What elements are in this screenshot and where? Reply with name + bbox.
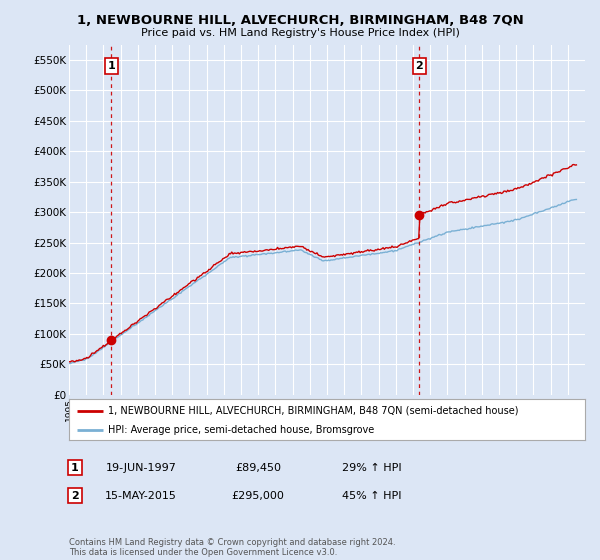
Text: 2: 2 xyxy=(415,61,423,71)
Text: 19-JUN-1997: 19-JUN-1997 xyxy=(106,463,176,473)
Text: HPI: Average price, semi-detached house, Bromsgrove: HPI: Average price, semi-detached house,… xyxy=(108,424,374,435)
Text: 15-MAY-2015: 15-MAY-2015 xyxy=(105,491,177,501)
Text: 45% ↑ HPI: 45% ↑ HPI xyxy=(342,491,402,501)
Text: 1, NEWBOURNE HILL, ALVECHURCH, BIRMINGHAM, B48 7QN (semi-detached house): 1, NEWBOURNE HILL, ALVECHURCH, BIRMINGHA… xyxy=(108,405,518,416)
Text: 1: 1 xyxy=(71,463,79,473)
Text: Price paid vs. HM Land Registry's House Price Index (HPI): Price paid vs. HM Land Registry's House … xyxy=(140,28,460,38)
Text: £295,000: £295,000 xyxy=(232,491,284,501)
Text: 1: 1 xyxy=(107,61,115,71)
Text: £89,450: £89,450 xyxy=(235,463,281,473)
Text: Contains HM Land Registry data © Crown copyright and database right 2024.
This d: Contains HM Land Registry data © Crown c… xyxy=(69,538,395,557)
Text: 2: 2 xyxy=(71,491,79,501)
Text: 1, NEWBOURNE HILL, ALVECHURCH, BIRMINGHAM, B48 7QN: 1, NEWBOURNE HILL, ALVECHURCH, BIRMINGHA… xyxy=(77,14,523,27)
Text: 29% ↑ HPI: 29% ↑ HPI xyxy=(342,463,402,473)
